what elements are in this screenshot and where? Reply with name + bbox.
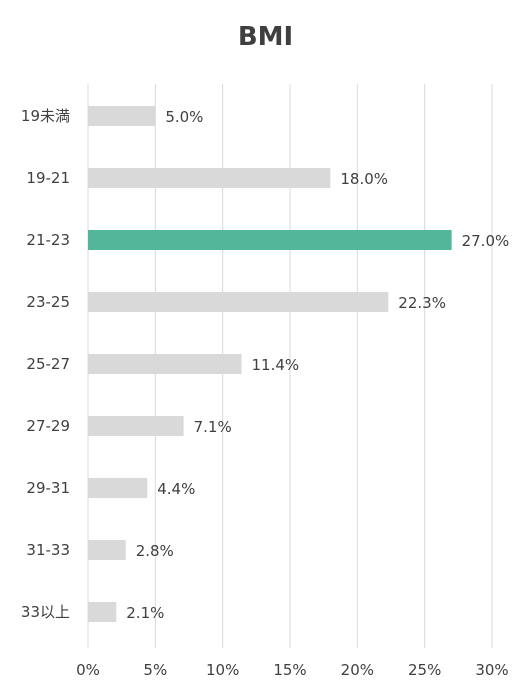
category-label: 19-21 <box>26 169 70 187</box>
x-tick-label: 5% <box>143 661 167 679</box>
chart-title: BMI <box>237 22 294 52</box>
category-label: 27-29 <box>26 417 70 435</box>
data-label: 11.4% <box>252 356 300 374</box>
data-label: 2.8% <box>136 542 174 560</box>
bar <box>88 540 126 560</box>
x-tick-label: 25% <box>408 661 441 679</box>
bar <box>88 230 452 250</box>
category-label: 23-25 <box>26 293 70 311</box>
bar <box>88 292 389 312</box>
category-label: 31-33 <box>26 541 70 559</box>
bar <box>88 106 156 126</box>
data-label: 22.3% <box>398 294 446 312</box>
bar <box>88 478 148 498</box>
bars <box>88 106 452 622</box>
data-label: 5.0% <box>165 108 203 126</box>
x-tick-label: 10% <box>206 661 239 679</box>
category-label: 25-27 <box>26 355 70 373</box>
labels: 0% 5% 10% 15% 20% 25% 30% 19未満 5.0% 19-21 18.0% 21-… <box>21 107 509 679</box>
bar <box>88 602 117 622</box>
x-tick-label: 30% <box>475 661 508 679</box>
category-label: 21-23 <box>26 231 70 249</box>
bar <box>88 168 331 188</box>
x-tick-label: 0% <box>76 661 100 679</box>
x-tick-label: 20% <box>341 661 374 679</box>
category-label: 29-31 <box>26 479 70 497</box>
data-label: 2.1% <box>126 604 164 622</box>
bar <box>88 354 242 374</box>
bar <box>88 416 184 436</box>
data-label: 18.0% <box>340 170 388 188</box>
data-label: 27.0% <box>462 232 510 250</box>
data-label: 4.4% <box>157 480 195 498</box>
category-label: 33以上 <box>21 603 70 621</box>
x-tick-label: 15% <box>273 661 306 679</box>
category-label: 19未満 <box>21 107 70 125</box>
data-label: 7.1% <box>194 418 232 436</box>
